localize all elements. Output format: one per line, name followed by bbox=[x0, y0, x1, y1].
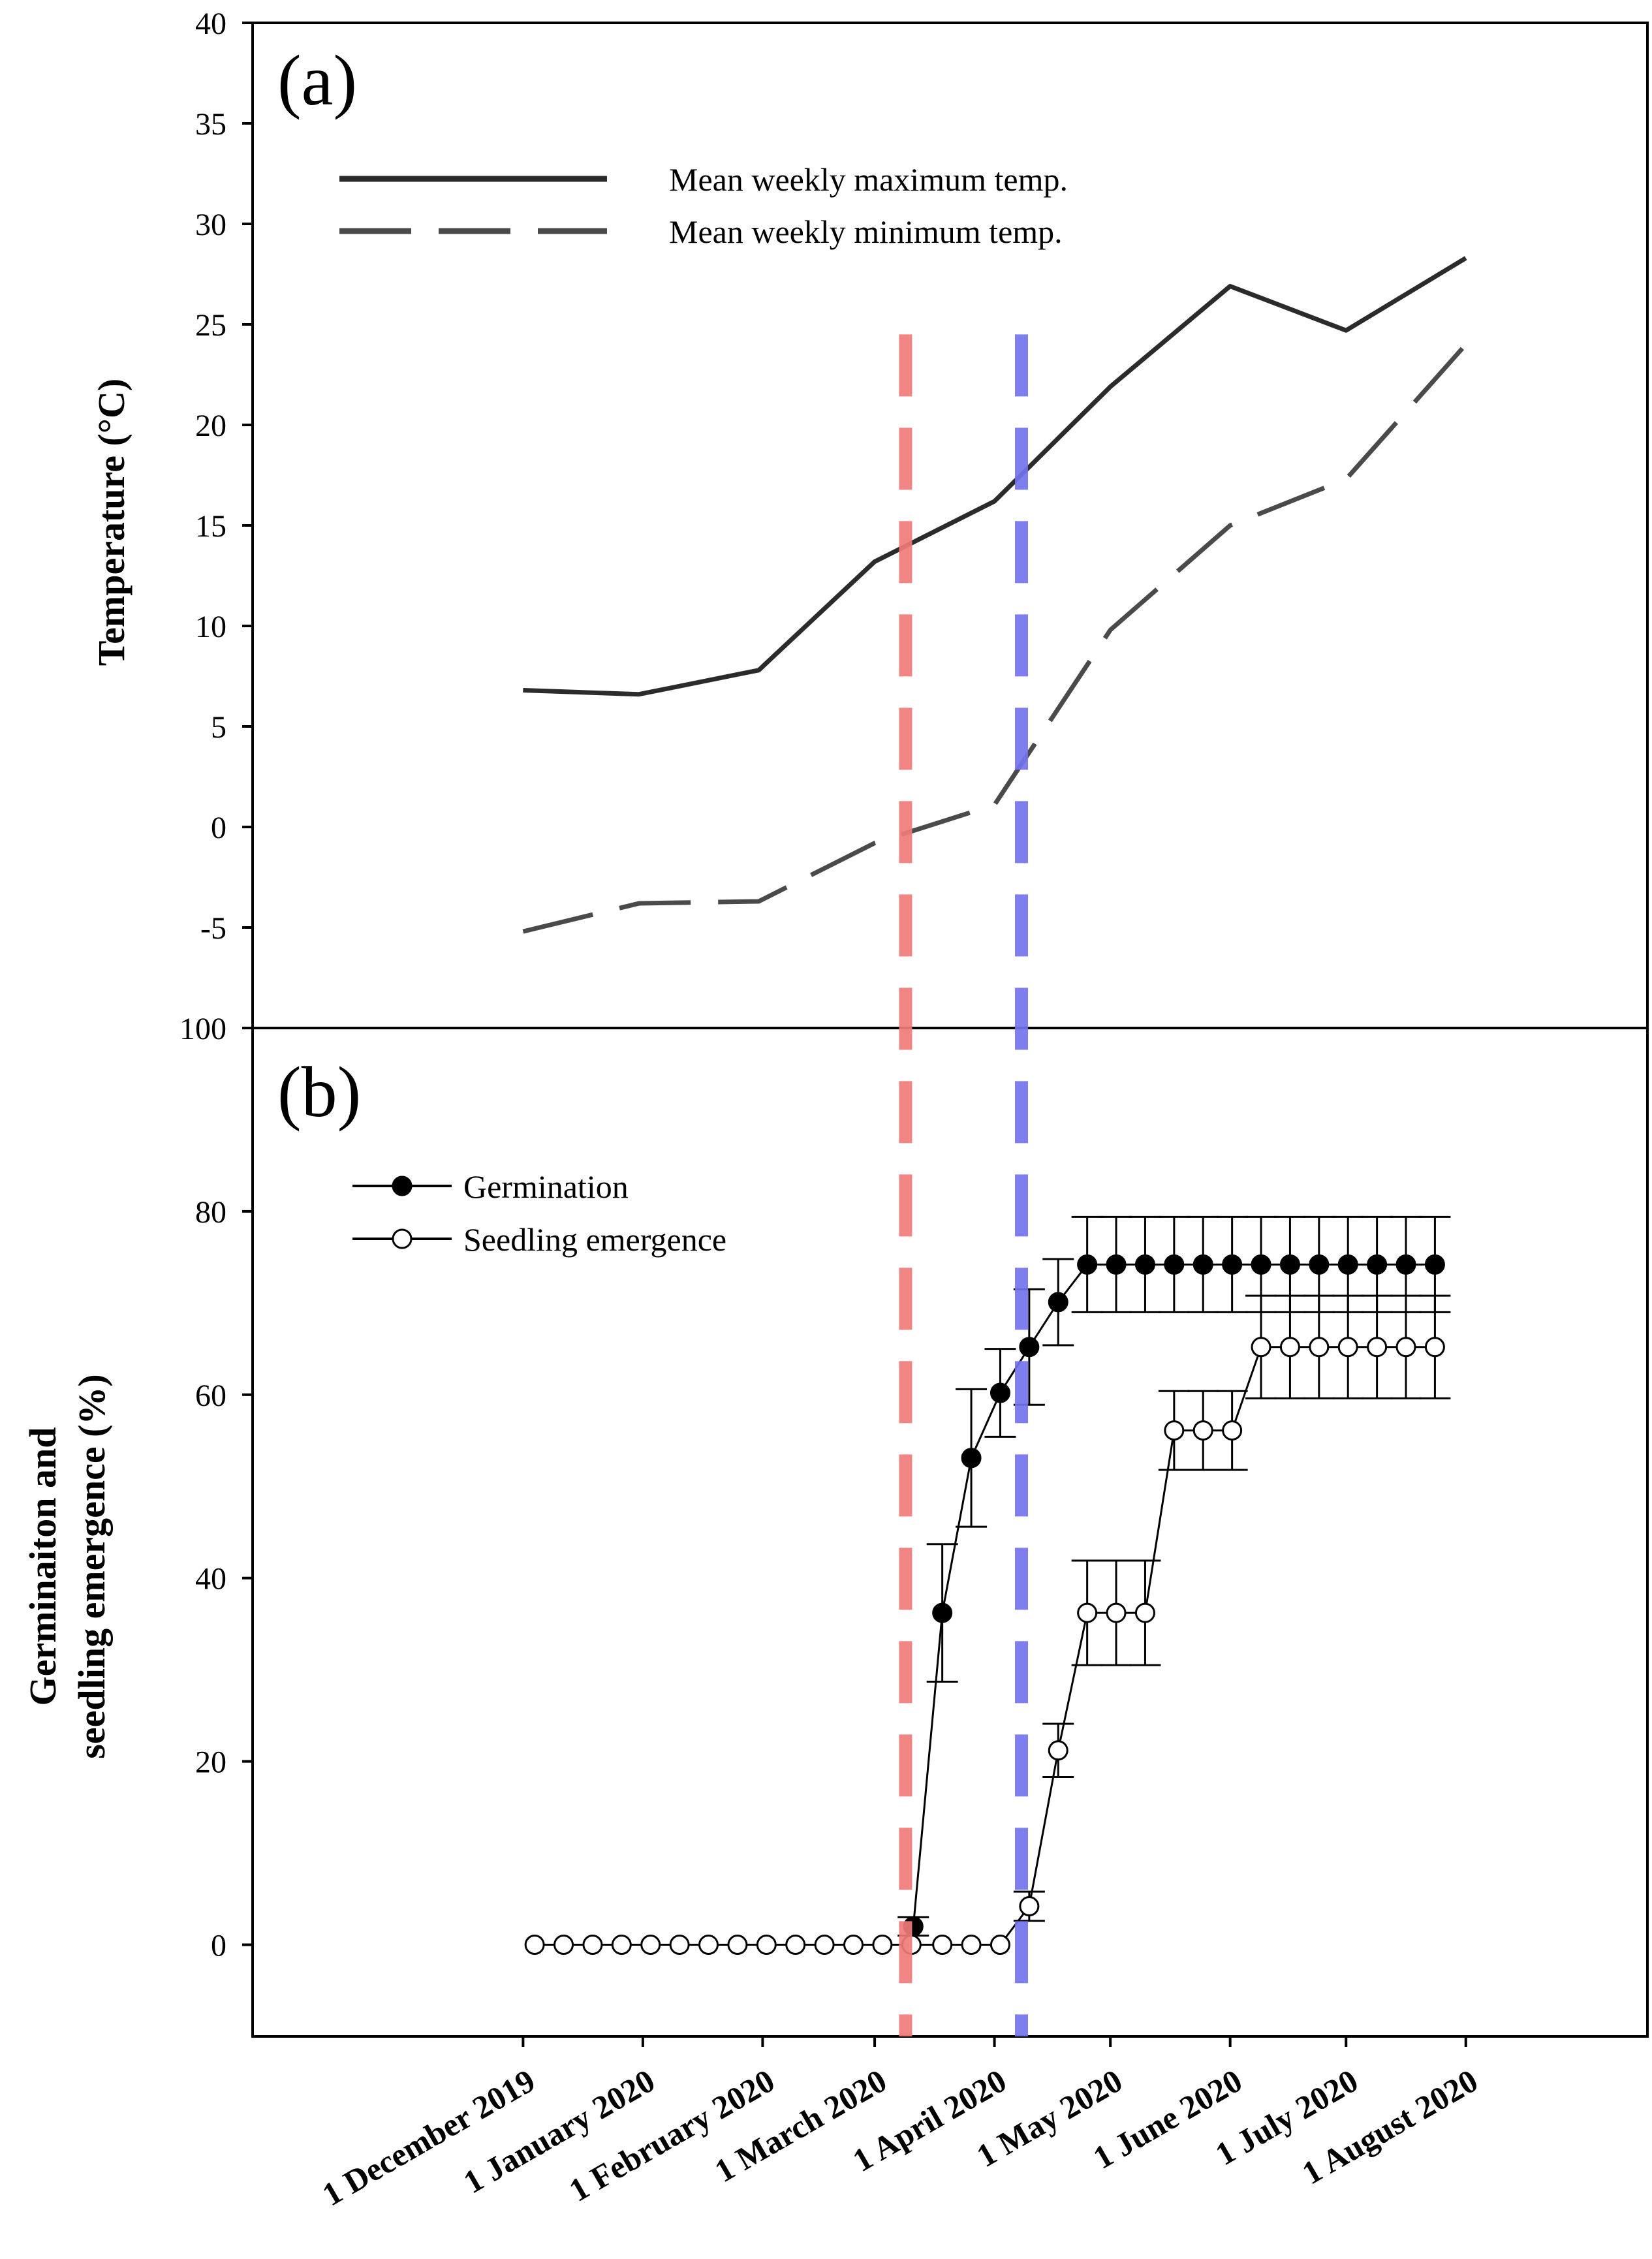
emergence-point bbox=[872, 1935, 893, 1955]
emergence-point bbox=[1279, 1337, 1300, 1358]
germination-point bbox=[1192, 1254, 1213, 1275]
y-tick-label-a: -5 bbox=[200, 911, 226, 946]
emergence-point bbox=[553, 1935, 574, 1955]
emergence-point bbox=[1048, 1740, 1068, 1761]
germination-point bbox=[1424, 1254, 1445, 1275]
legend-germination-marker bbox=[392, 1176, 413, 1196]
emergence-point bbox=[1395, 1337, 1416, 1358]
emergence-point bbox=[1077, 1602, 1098, 1623]
emergence-point bbox=[1164, 1420, 1185, 1441]
max-temp-line bbox=[523, 256, 1467, 697]
emergence-point bbox=[727, 1935, 748, 1955]
germination-point bbox=[1048, 1292, 1068, 1313]
germination-point bbox=[1019, 1337, 1040, 1358]
panel-b-frame bbox=[251, 1027, 1649, 2038]
emergence-point bbox=[1309, 1337, 1330, 1358]
legend-max-label: Mean weekly maximum temp. bbox=[669, 161, 1068, 198]
emergence-point bbox=[756, 1935, 777, 1955]
germination-point bbox=[1164, 1254, 1185, 1275]
germination-line bbox=[912, 1263, 1435, 1927]
panel-a-y-axis: -5 0 5 10 15 20 25 30 35 40 bbox=[195, 7, 253, 946]
y-tick-label-a: 25 bbox=[195, 308, 226, 343]
emergence-point bbox=[990, 1935, 1010, 1955]
emergence-point bbox=[1192, 1420, 1213, 1441]
germination-point bbox=[1251, 1254, 1271, 1275]
germination-point bbox=[1337, 1254, 1358, 1275]
y-tick-label-b: 20 bbox=[195, 1745, 226, 1780]
legend-germination-label: Germination bbox=[463, 1168, 629, 1205]
emergence-point bbox=[582, 1935, 603, 1955]
emergence-point bbox=[1222, 1420, 1243, 1441]
germination-point bbox=[961, 1448, 982, 1469]
emergence-point bbox=[611, 1935, 632, 1955]
emergence-point bbox=[669, 1935, 690, 1955]
percent-axis-title-line-2: seedling emergence (%) bbox=[70, 1374, 113, 1758]
emergence-point bbox=[698, 1935, 719, 1955]
legend-panel-a: Mean weekly maximum temp. Mean weekly mi… bbox=[339, 161, 1068, 250]
emergence-point bbox=[843, 1935, 864, 1955]
legend-panel-b: Germination Seedling emergence bbox=[352, 1168, 726, 1258]
y-tick-label-b: 0 bbox=[211, 1929, 226, 1963]
min-temp-line bbox=[522, 343, 1468, 934]
y-tick-label-a: 40 bbox=[195, 7, 226, 41]
germination-point bbox=[1106, 1254, 1127, 1275]
y-tick-label-b: 100 bbox=[179, 1012, 226, 1046]
legend-emergence-marker bbox=[392, 1228, 413, 1249]
y-tick-label-a: 0 bbox=[211, 811, 226, 845]
emergence-point bbox=[1424, 1337, 1445, 1358]
temperature-axis-title: Temperature (°C) bbox=[90, 379, 132, 666]
emergence-point bbox=[1134, 1602, 1155, 1623]
emergence-point bbox=[785, 1935, 806, 1955]
legend-min-label: Mean weekly minimum temp. bbox=[669, 213, 1063, 250]
emergence-point bbox=[1337, 1337, 1358, 1358]
germination-point bbox=[1134, 1254, 1155, 1275]
y-tick-label-a: 20 bbox=[195, 409, 226, 443]
panel-a-series bbox=[522, 256, 1468, 934]
reference-lines bbox=[899, 334, 1029, 2036]
emergence-point bbox=[932, 1935, 953, 1955]
panel-a-label: (a) bbox=[277, 40, 357, 120]
emergence-point bbox=[1019, 1896, 1040, 1917]
y-tick-label-a: 35 bbox=[195, 107, 226, 142]
emergence-point bbox=[814, 1935, 835, 1955]
y-tick-label-a: 15 bbox=[195, 509, 226, 544]
germination-point bbox=[932, 1602, 953, 1623]
emergence-point bbox=[961, 1935, 982, 1955]
germination-point bbox=[1367, 1254, 1388, 1275]
y-tick-label-a: 30 bbox=[195, 208, 226, 242]
y-tick-label-b: 40 bbox=[195, 1562, 226, 1597]
germination-point bbox=[1309, 1254, 1330, 1275]
emergence-point bbox=[1106, 1602, 1127, 1623]
y-tick-label-b: 80 bbox=[195, 1195, 226, 1230]
y-tick-label-b: 60 bbox=[195, 1379, 226, 1413]
emergence-point bbox=[1251, 1337, 1271, 1358]
emergence-point bbox=[1367, 1337, 1388, 1358]
panel-b-series bbox=[524, 1215, 1451, 1955]
germination-point bbox=[1395, 1254, 1416, 1275]
emergence-point bbox=[640, 1935, 661, 1955]
germination-point bbox=[990, 1382, 1010, 1403]
legend-emergence-label: Seedling emergence bbox=[463, 1221, 726, 1258]
germination-point bbox=[1222, 1254, 1243, 1275]
y-tick-label-a: 10 bbox=[195, 610, 226, 644]
germination-point bbox=[1279, 1254, 1300, 1275]
emergence-point bbox=[524, 1935, 545, 1955]
x-tick-label: 1 December 2019 bbox=[316, 2062, 541, 2213]
panel-b-y-axis: 0 20 40 60 80 100 bbox=[179, 1012, 253, 1963]
panel-b-label: (b) bbox=[277, 1052, 361, 1132]
y-tick-label-a: 5 bbox=[211, 710, 226, 745]
germination-point bbox=[1077, 1254, 1098, 1275]
percent-axis-title-line-1: Germinaiton and bbox=[22, 1427, 64, 1706]
